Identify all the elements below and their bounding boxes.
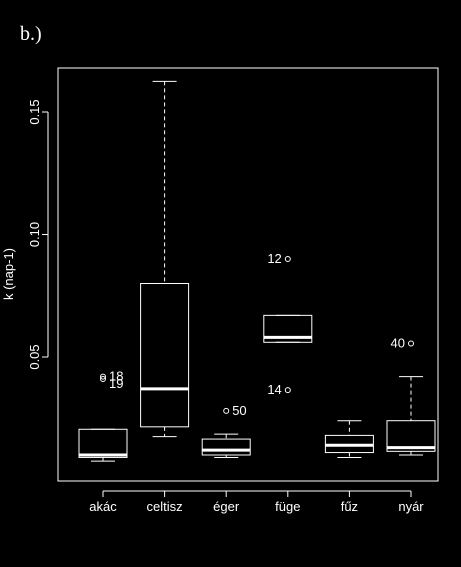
y-axis: 0.05 0.10 0.15: [27, 99, 49, 370]
box-3: 50: [201, 403, 251, 458]
x-axis: akác celtisz éger füge fűz nyár: [89, 490, 424, 514]
y-axis-title: k (nap-1): [1, 248, 16, 300]
x-tick-label: éger: [213, 499, 240, 514]
outlier-point: [100, 373, 106, 380]
outlier-label: 19: [109, 376, 123, 391]
outlier-point: [100, 376, 106, 383]
box-2: [140, 80, 190, 438]
x-tick-label: nyár: [398, 499, 424, 514]
box-4: 12 14: [263, 251, 313, 397]
box-6: 40: [386, 336, 436, 456]
x-tick-label: celtisz: [147, 499, 183, 514]
iqr-box: [140, 283, 190, 428]
iqr-box: [78, 428, 128, 458]
x-tick-label: fűz: [341, 499, 358, 514]
outlier-label: 12: [267, 251, 281, 266]
panel-label: b.): [20, 23, 42, 45]
iqr-box: [263, 314, 313, 343]
outlier-label: 50: [232, 403, 246, 418]
x-tick-label: akác: [89, 499, 117, 514]
outlier-point: [408, 340, 414, 347]
y-tick-label: 0.15: [27, 99, 42, 124]
outlier-label: 14: [267, 382, 281, 397]
outlier-point: [284, 387, 291, 394]
outlier-label: 18: [109, 369, 123, 384]
y-tick-label: 0.05: [27, 344, 42, 369]
iqr-box: [201, 438, 251, 456]
iqr-box: [386, 420, 436, 452]
outlier-point: [284, 256, 291, 262]
outlier-point: [223, 407, 230, 414]
x-tick-label: füge: [275, 499, 300, 514]
outlier-label: 40: [391, 336, 405, 351]
box-5: [324, 420, 374, 458]
plot-frame: [57, 67, 439, 482]
y-tick-label: 0.10: [27, 222, 42, 247]
